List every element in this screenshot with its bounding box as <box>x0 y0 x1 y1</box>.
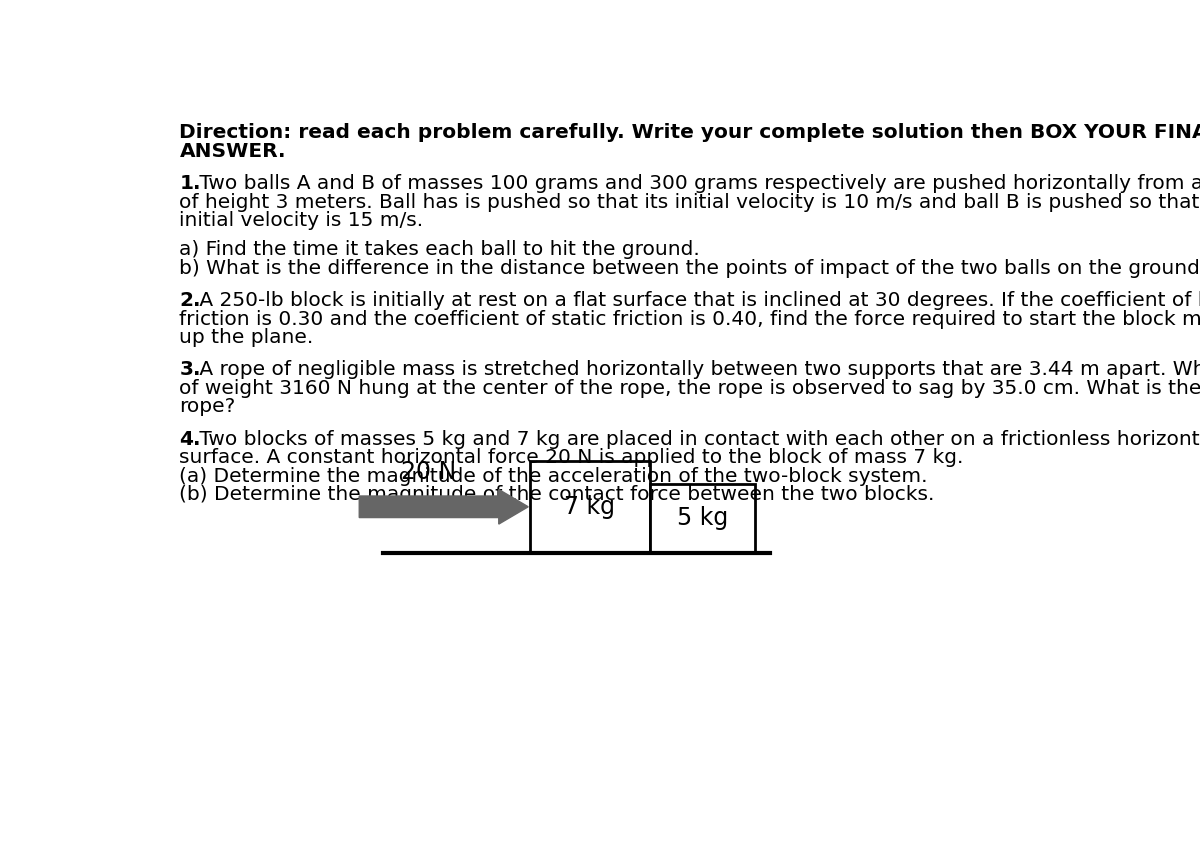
Text: of weight 3160 N hung at the center of the rope, the rope is observed to sag by : of weight 3160 N hung at the center of t… <box>180 379 1200 398</box>
Text: (a) Determine the magnitude of the acceleration of the two-block system.: (a) Determine the magnitude of the accel… <box>180 466 928 486</box>
Text: surface. A constant horizontal force 20 N is applied to the block of mass 7 kg.: surface. A constant horizontal force 20 … <box>180 449 964 467</box>
Text: 1.: 1. <box>180 174 200 193</box>
Text: 7 kg: 7 kg <box>564 494 616 519</box>
Text: friction is 0.30 and the coefficient of static friction is 0.40, find the force : friction is 0.30 and the coefficient of … <box>180 310 1200 329</box>
Text: Two blocks of masses 5 kg and 7 kg are placed in contact with each other on a fr: Two blocks of masses 5 kg and 7 kg are p… <box>193 430 1200 449</box>
Text: 2.: 2. <box>180 291 200 310</box>
Text: ANSWER.: ANSWER. <box>180 142 286 161</box>
Text: a) Find the time it takes each ball to hit the ground.: a) Find the time it takes each ball to h… <box>180 240 701 259</box>
Bar <box>529 460 650 553</box>
Text: Two balls A and B of masses 100 grams and 300 grams respectively are pushed hori: Two balls A and B of masses 100 grams an… <box>193 174 1200 193</box>
Text: 20 N: 20 N <box>401 460 457 483</box>
Bar <box>650 483 755 553</box>
FancyArrow shape <box>359 489 528 524</box>
Text: Direction: read each problem carefully. Write your complete solution then BOX YO: Direction: read each problem carefully. … <box>180 123 1200 142</box>
Text: 3.: 3. <box>180 360 200 380</box>
Text: rope?: rope? <box>180 398 235 416</box>
Text: A 250-lb block is initially at rest on a flat surface that is inclined at 30 deg: A 250-lb block is initially at rest on a… <box>193 291 1200 310</box>
Text: 5 kg: 5 kg <box>677 506 728 530</box>
Text: up the plane.: up the plane. <box>180 328 313 347</box>
Text: of height 3 meters. Ball has is pushed so that its initial velocity is 10 m/s an: of height 3 meters. Ball has is pushed s… <box>180 192 1200 212</box>
Text: 4.: 4. <box>180 430 200 449</box>
Text: A rope of negligible mass is stretched horizontally between two supports that ar: A rope of negligible mass is stretched h… <box>193 360 1200 380</box>
Text: (b) Determine the magnitude of the contact force between the two blocks.: (b) Determine the magnitude of the conta… <box>180 485 935 505</box>
Text: b) What is the difference in the distance between the points of impact of the tw: b) What is the difference in the distanc… <box>180 259 1200 278</box>
Text: initial velocity is 15 m/s.: initial velocity is 15 m/s. <box>180 211 424 230</box>
